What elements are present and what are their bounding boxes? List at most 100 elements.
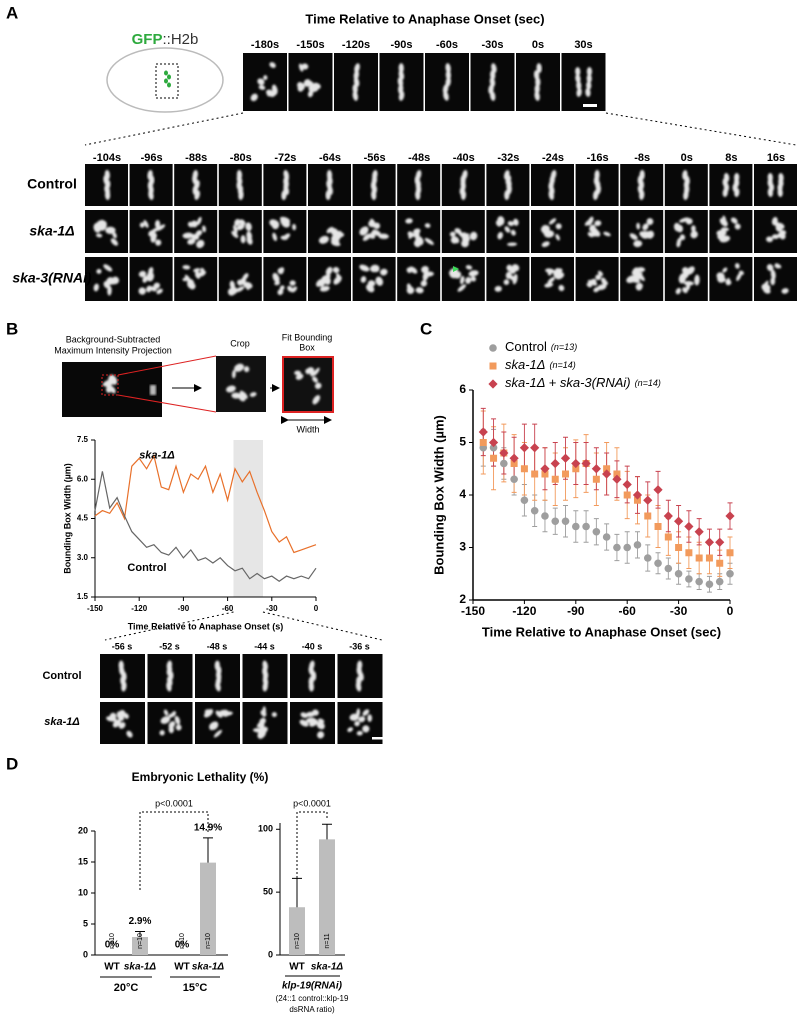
chromosome bbox=[717, 233, 724, 240]
chromosome bbox=[300, 712, 308, 719]
point bbox=[510, 460, 518, 467]
time-label: -180s bbox=[251, 39, 279, 51]
legend-n: (n=14) bbox=[550, 360, 576, 370]
time-label: -64s bbox=[319, 152, 341, 164]
chromosome bbox=[312, 395, 321, 405]
row-label: ska-3(RNAi) bbox=[12, 270, 92, 286]
chromosome bbox=[271, 712, 277, 718]
chromosome bbox=[636, 267, 646, 273]
chromosome bbox=[112, 231, 117, 239]
scale-bar bbox=[583, 104, 597, 107]
chromosome bbox=[495, 220, 502, 227]
point bbox=[489, 443, 498, 452]
y-tick-label: 50 bbox=[263, 887, 273, 897]
chromosome bbox=[316, 721, 325, 730]
chromosomes bbox=[355, 660, 364, 692]
chromosome bbox=[555, 223, 562, 230]
significance-bracket bbox=[296, 811, 328, 878]
time-label: -104s bbox=[93, 152, 121, 164]
point bbox=[479, 439, 487, 446]
chromosome bbox=[453, 236, 460, 244]
time-label: -60s bbox=[436, 39, 458, 51]
micrograph bbox=[709, 210, 753, 253]
chromosome bbox=[239, 219, 246, 226]
chromosome bbox=[263, 75, 268, 81]
chromosomes bbox=[459, 169, 468, 201]
chromosome bbox=[354, 63, 360, 73]
chromosome bbox=[195, 230, 203, 237]
chromosome bbox=[312, 367, 320, 376]
chromosome bbox=[507, 242, 518, 247]
chromosome bbox=[312, 82, 321, 90]
chromosome bbox=[398, 90, 405, 101]
chromosome bbox=[367, 714, 373, 722]
chromosome bbox=[468, 270, 479, 277]
chromosomes bbox=[182, 265, 206, 290]
x-tick-label: ska-1Δ bbox=[124, 962, 157, 973]
chromosome bbox=[603, 231, 611, 237]
chromosome bbox=[691, 225, 696, 232]
chromosome bbox=[719, 218, 728, 227]
time-label: -72s bbox=[274, 152, 296, 164]
chromosome bbox=[507, 273, 517, 282]
chromosome bbox=[306, 367, 315, 374]
chromosomes bbox=[533, 63, 542, 101]
chromosome bbox=[110, 376, 117, 384]
chromosome bbox=[104, 383, 113, 389]
bar bbox=[319, 839, 335, 955]
micrograph bbox=[561, 53, 606, 111]
chromosome bbox=[292, 223, 297, 231]
chromosome bbox=[182, 277, 190, 282]
chromosome bbox=[143, 220, 149, 228]
highlight bbox=[233, 440, 263, 597]
time-label: -16s bbox=[587, 152, 609, 164]
chromosome bbox=[332, 266, 340, 274]
point bbox=[663, 511, 673, 521]
chromosomes bbox=[147, 169, 155, 201]
chromosomes bbox=[253, 706, 277, 739]
point bbox=[561, 517, 570, 526]
chromosome bbox=[190, 220, 198, 228]
chromosome bbox=[548, 190, 555, 201]
chromosome bbox=[112, 278, 118, 282]
legend-entry: ska-1Δ + ska-3(RNAi) (n=14) bbox=[505, 375, 661, 390]
panel-label: B bbox=[6, 319, 18, 338]
chromosome bbox=[422, 270, 429, 281]
legend-n: (n=13) bbox=[551, 342, 577, 352]
chromosome bbox=[295, 373, 304, 380]
time-label: -88s bbox=[185, 152, 207, 164]
micrograph bbox=[283, 357, 333, 412]
chromosomes bbox=[102, 374, 118, 394]
chromosome bbox=[359, 226, 369, 236]
time-label: 30s bbox=[574, 39, 592, 51]
chromosome bbox=[93, 283, 99, 292]
time-label: 0s bbox=[532, 39, 544, 51]
micrograph bbox=[174, 257, 218, 301]
chromosome bbox=[536, 63, 542, 74]
crop-box bbox=[101, 374, 119, 396]
point bbox=[695, 554, 703, 562]
chromosome bbox=[142, 275, 148, 283]
chromosome bbox=[586, 80, 592, 90]
time-label: 16s bbox=[767, 152, 785, 164]
time-label: -24s bbox=[542, 152, 564, 164]
x-tick-label: -90 bbox=[178, 604, 190, 613]
chromosome bbox=[771, 234, 780, 240]
chromosome bbox=[766, 264, 774, 272]
chromosome bbox=[163, 709, 169, 716]
point bbox=[704, 537, 715, 547]
chromosome bbox=[587, 279, 598, 286]
error-bar bbox=[135, 930, 145, 938]
chromosome bbox=[237, 279, 244, 286]
series-line bbox=[94, 471, 317, 583]
chromosome bbox=[457, 284, 467, 292]
chromosome bbox=[269, 62, 276, 68]
micrograph bbox=[754, 164, 797, 206]
point bbox=[540, 464, 550, 474]
panel-label: C bbox=[420, 319, 432, 338]
chromosomes bbox=[269, 216, 297, 242]
point bbox=[520, 465, 528, 473]
chromosome bbox=[150, 232, 157, 243]
chromosome bbox=[726, 277, 731, 286]
point bbox=[726, 569, 734, 578]
